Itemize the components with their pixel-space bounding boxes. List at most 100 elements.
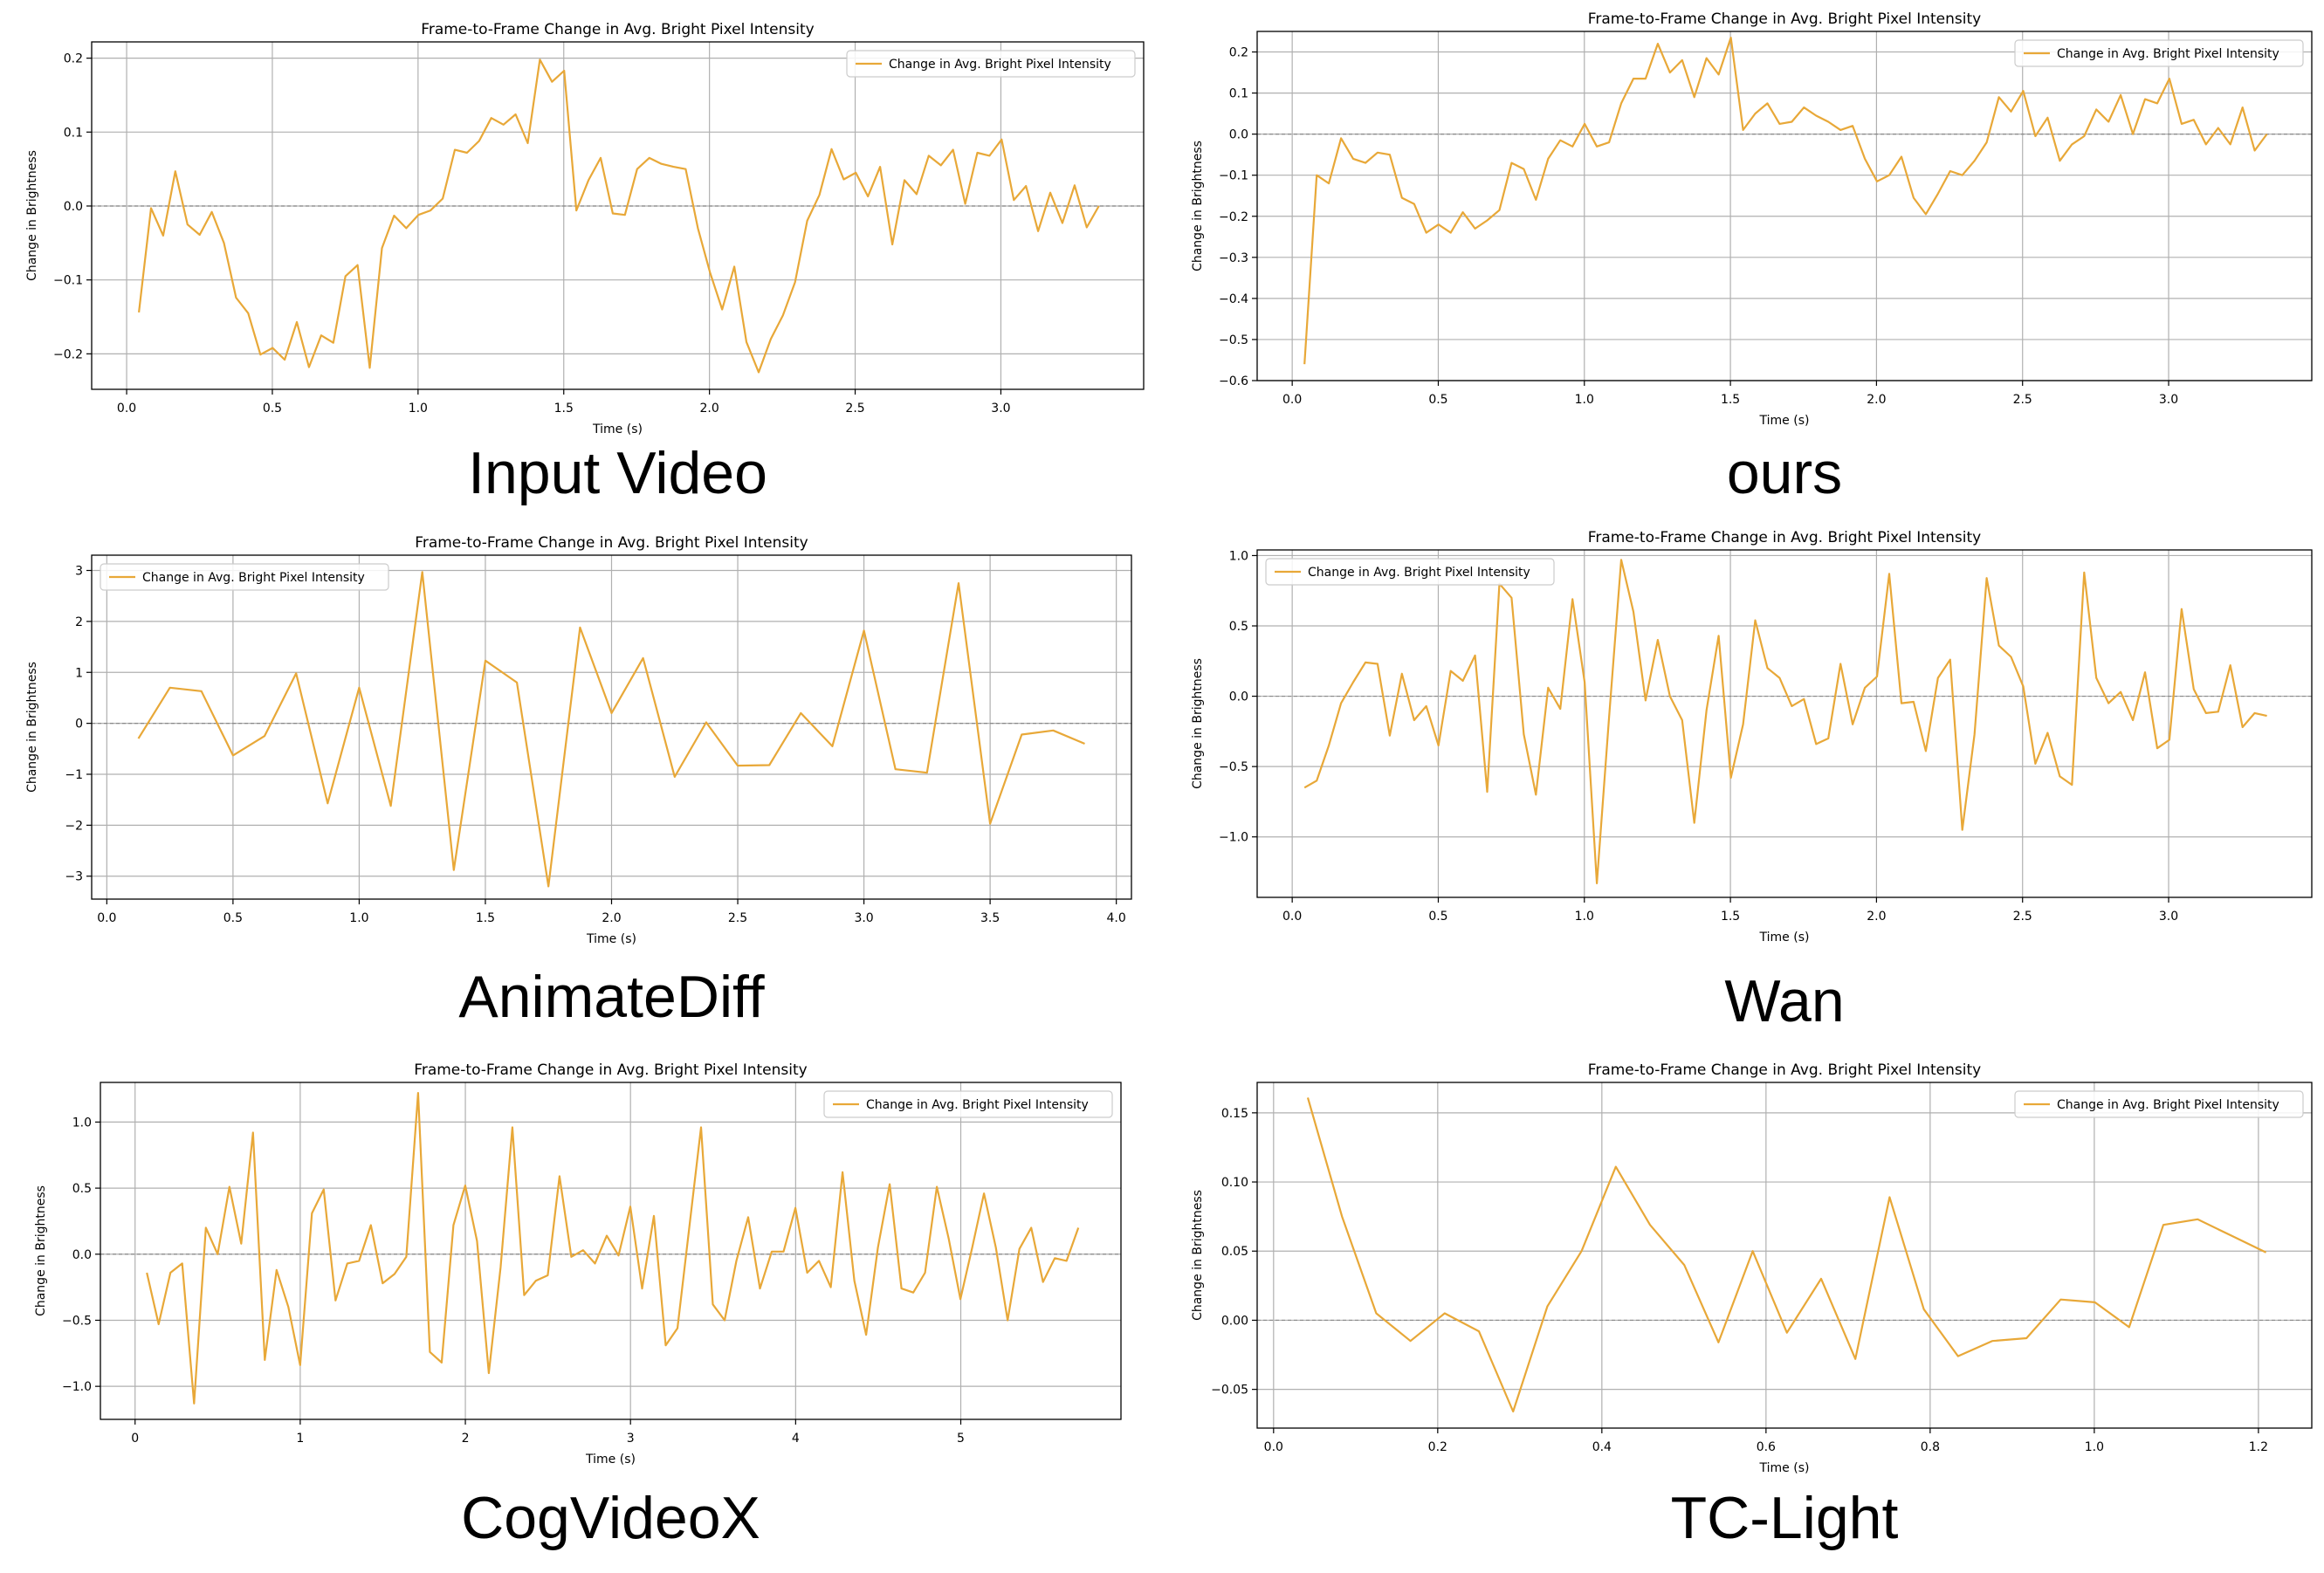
x-tick-label: 0.5 [223,911,243,925]
x-tick-label: 0.0 [97,911,116,925]
axes-frame [1256,31,2313,381]
x-tick-label: 3.0 [991,402,1010,416]
y-tick-label: −1.0 [1219,831,1248,845]
y-tick-label: −0.2 [53,347,83,361]
y-tick-label: −3 [65,870,83,884]
x-tick-label: 1.2 [2249,1440,2268,1454]
axes-frame [91,41,1145,390]
legend: Change in Avg. Bright Pixel Intensity [1265,558,1555,586]
y-tick-label: −0.5 [62,1314,92,1328]
plot-area [1257,31,2312,381]
x-axis-label: Time (s) [1759,1461,1810,1475]
y-tick-label: −0.1 [53,274,83,288]
y-axis-label: Change in Brightness [1191,141,1205,271]
x-tick-label: 2.5 [728,911,747,925]
x-tick-label: 1.0 [1575,910,1594,924]
y-tick-label: −0.6 [1219,374,1248,388]
y-tick-label: 0.0 [72,1248,92,1262]
legend-label: Change in Avg. Bright Pixel Intensity [142,571,365,585]
x-tick-label: 0.8 [1921,1440,1940,1454]
x-tick-label: 2 [462,1432,470,1446]
y-tick-label: 0.0 [1229,690,1248,704]
x-tick-label: 0.5 [1428,393,1447,407]
x-tick-label: 0 [131,1432,139,1446]
series-line [138,58,1100,374]
y-tick-label: −0.05 [1211,1384,1248,1398]
y-tick-label: 0.0 [1229,128,1248,142]
plot-area [1257,550,2312,897]
x-tick-label: 4 [792,1432,800,1446]
y-axis-label: Change in Brightness [1191,658,1205,789]
y-tick-label: 0.15 [1221,1107,1248,1121]
x-tick-label: 0.0 [1282,393,1302,407]
y-tick-label: −0.5 [1219,760,1248,774]
legend-box [2014,39,2304,67]
legend: Change in Avg. Bright Pixel Intensity [100,563,389,591]
x-tick-label: 2.0 [1867,910,1886,924]
y-tick-label: −2 [65,819,83,833]
x-tick-label: 4.0 [1107,911,1126,925]
legend-box [823,1090,1113,1118]
x-tick-label: 2.0 [602,911,621,925]
legend: Change in Avg. Bright Pixel Intensity [2014,1090,2304,1118]
x-tick-label: 1.0 [409,402,428,416]
x-tick-label: 2.0 [1867,393,1886,407]
y-tick-label: 3 [75,565,83,579]
series-line [1306,1097,2267,1413]
panel-caption: TC-Light [1671,1485,1899,1551]
x-tick-label: 0.5 [1428,910,1447,924]
x-tick-label: 1.5 [554,402,574,416]
y-axis-label: Change in Brightness [1191,1190,1205,1321]
chart-title: Frame-to-Frame Change in Avg. Bright Pix… [415,534,808,552]
panel-caption: AnimateDiff [458,964,764,1030]
y-tick-label: 0.00 [1221,1314,1248,1328]
x-tick-label: 0.0 [1282,910,1302,924]
x-tick-label: 1.0 [2085,1440,2104,1454]
x-tick-label: 1.5 [1721,910,1740,924]
x-tick-label: 0.0 [117,402,136,416]
series-line [1303,36,2268,365]
panel-caption: Input Video [468,440,767,506]
x-axis-label: Time (s) [592,422,643,436]
panel-caption: Wan [1724,968,1844,1034]
panel-caption: CogVideoX [461,1485,760,1551]
series-line [1303,559,2267,885]
chart-panel: 0.0 0.2 0.4 0.6 0.8 1.0 1.2 −0.05 0.00 0.05 0.10 0.… [1191,1061,2313,1551]
y-tick-label: 0.5 [1229,620,1248,634]
x-tick-label: 3.5 [980,911,1000,925]
y-tick-label: 0.5 [72,1182,92,1196]
series-line [146,1091,1080,1405]
y-tick-label: −1.0 [62,1380,92,1394]
legend-label: Change in Avg. Bright Pixel Intensity [2057,47,2279,61]
x-tick-label: 3.0 [2159,393,2178,407]
axes-frame [100,1082,1122,1420]
x-tick-label: 0.6 [1757,1440,1776,1454]
x-tick-label: 1.5 [476,911,495,925]
y-tick-label: 0.1 [64,126,83,140]
x-tick-label: 0.5 [263,402,282,416]
y-tick-label: 1.0 [1229,549,1248,563]
x-tick-label: 3.0 [2159,910,2178,924]
panel-caption: ours [1727,440,1842,506]
legend-label: Change in Avg. Bright Pixel Intensity [1308,566,1530,580]
y-tick-label: −1 [65,768,83,782]
chart-title: Frame-to-Frame Change in Avg. Bright Pix… [421,21,814,38]
y-tick-label: 0.2 [64,52,83,66]
legend-label: Change in Avg. Bright Pixel Intensity [889,58,1111,72]
x-tick-label: 0.2 [1428,1440,1447,1454]
legend: Change in Avg. Bright Pixel Intensity [823,1090,1113,1118]
plot-area [92,42,1144,389]
y-tick-label: −0.4 [1219,292,1248,306]
chart-title: Frame-to-Frame Change in Avg. Bright Pix… [1588,10,1981,28]
y-tick-label: 0 [75,718,83,732]
chart-title: Frame-to-Frame Change in Avg. Bright Pix… [414,1061,807,1079]
x-tick-label: 5 [957,1432,965,1446]
chart-panel: 0.0 0.5 1.0 1.5 2.0 2.5 3.0 −1.0 −0.5 0.0 0.5 1.0 Fr… [1191,529,2313,1034]
x-tick-label: 2.5 [2013,910,2032,924]
x-tick-label: 0.4 [1592,1440,1612,1454]
y-tick-label: 1 [75,666,83,680]
x-tick-label: 1 [296,1432,304,1446]
axes-frame [1256,1082,2313,1429]
legend-box [100,563,389,591]
series-line [137,571,1085,888]
